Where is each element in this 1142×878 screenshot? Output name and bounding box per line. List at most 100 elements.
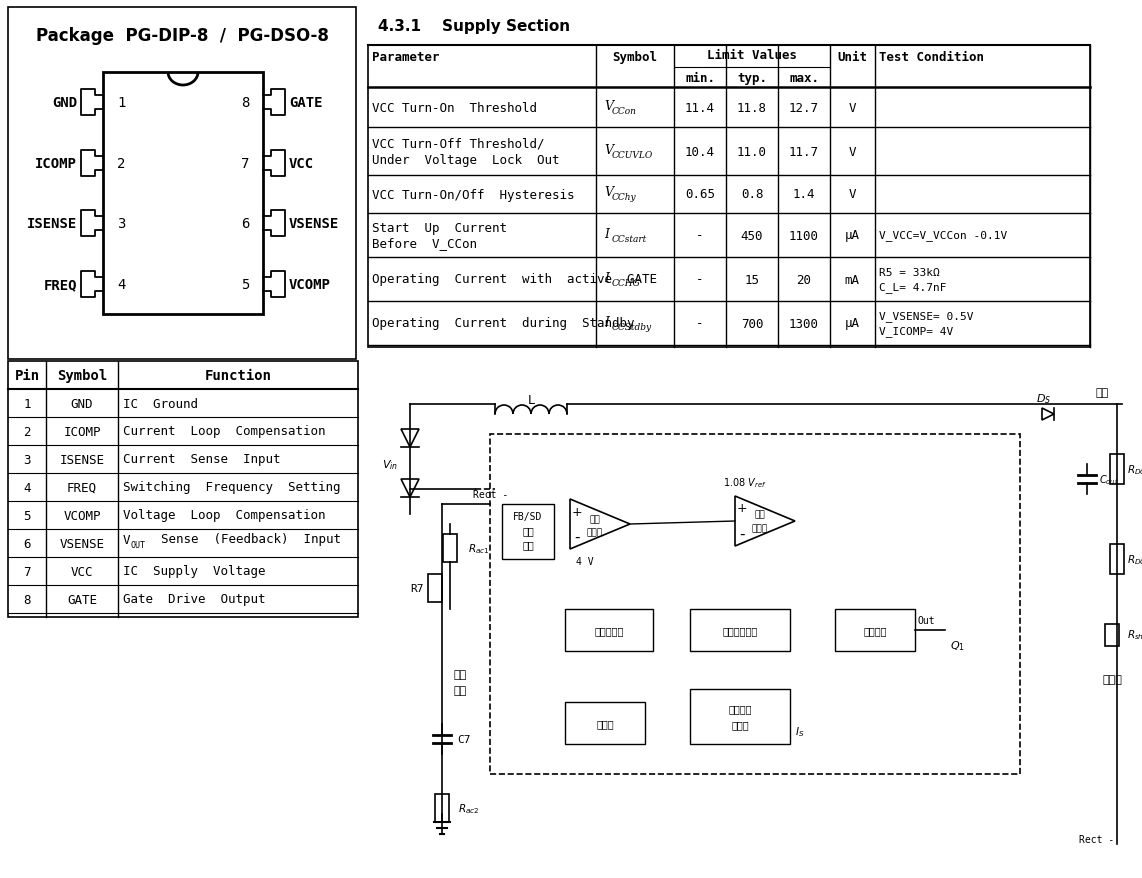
Text: -: - — [697, 317, 703, 330]
Text: $R_{DC1}$: $R_{DC1}$ — [1127, 463, 1142, 477]
Text: VSENSE: VSENSE — [289, 217, 339, 231]
Text: 1300: 1300 — [789, 317, 819, 330]
Bar — [1110, 544, 1124, 574]
Text: R7: R7 — [410, 583, 424, 594]
Bar — [502, 505, 554, 559]
Text: FREQ: FREQ — [43, 277, 77, 291]
Text: Current  Loop  Compensation: Current Loop Compensation — [123, 425, 325, 438]
Text: Parameter: Parameter — [372, 50, 440, 63]
Text: 11.7: 11.7 — [789, 146, 819, 158]
Text: VCC Turn-Off Threshold/: VCC Turn-Off Threshold/ — [372, 137, 545, 150]
Text: 环路: 环路 — [522, 525, 533, 536]
Bar — [690, 689, 790, 745]
Text: 11.0: 11.0 — [737, 146, 767, 158]
Text: VSENSE: VSENSE — [59, 536, 105, 550]
Text: VCC: VCC — [71, 565, 94, 578]
Text: Symbol: Symbol — [57, 369, 107, 383]
Text: GND: GND — [51, 96, 77, 110]
Text: V_VSENSE= 0.5V: V_VSENSE= 0.5V — [879, 311, 973, 321]
Text: 1.08 $V_{ref}$: 1.08 $V_{ref}$ — [723, 476, 767, 489]
Text: IC  Supply  Voltage: IC Supply Voltage — [123, 565, 265, 578]
Text: 11.4: 11.4 — [685, 101, 715, 114]
Text: GATE: GATE — [289, 96, 322, 110]
Text: 交流: 交流 — [453, 669, 467, 680]
Text: Test Condition: Test Condition — [879, 50, 984, 63]
Text: 20: 20 — [796, 273, 812, 286]
Text: $R_{ac2}$: $R_{ac2}$ — [458, 802, 480, 815]
Text: V_ICOMP= 4V: V_ICOMP= 4V — [879, 326, 954, 336]
Text: 放大器: 放大器 — [731, 719, 749, 729]
Text: 0.8: 0.8 — [741, 188, 763, 201]
Text: GND: GND — [71, 397, 94, 410]
Text: Operating  Current  with  active  GATE: Operating Current with active GATE — [372, 273, 657, 286]
Text: L: L — [528, 393, 534, 407]
Text: Switching  Frequency  Setting: Switching Frequency Setting — [123, 481, 340, 494]
Text: -: - — [574, 529, 580, 543]
Text: IC  Ground: IC Ground — [123, 397, 198, 410]
Text: CCStdby: CCStdby — [612, 322, 652, 331]
Text: 3: 3 — [116, 217, 126, 231]
Bar — [835, 609, 915, 651]
Text: 6: 6 — [23, 536, 31, 550]
Text: ISENSE: ISENSE — [26, 217, 77, 231]
Text: VCC Turn-On  Threshold: VCC Turn-On Threshold — [372, 101, 537, 114]
Text: 振荡器: 振荡器 — [596, 718, 613, 728]
Text: VCC Turn-On/Off  Hysteresis: VCC Turn-On/Off Hysteresis — [372, 188, 574, 201]
Text: 4: 4 — [116, 277, 126, 291]
Bar — [8, 362, 357, 617]
Text: 误差: 误差 — [589, 515, 601, 524]
Text: I: I — [604, 227, 609, 241]
Text: 8: 8 — [23, 593, 31, 606]
Text: C_L= 4.7nF: C_L= 4.7nF — [879, 282, 947, 292]
Text: C7: C7 — [457, 734, 471, 745]
Text: V: V — [604, 143, 613, 156]
Text: 1: 1 — [23, 397, 31, 410]
Text: 6: 6 — [241, 217, 249, 231]
Text: 1100: 1100 — [789, 229, 819, 242]
Text: 电流整形网络: 电流整形网络 — [723, 625, 757, 636]
Text: 控制逻辑: 控制逻辑 — [863, 625, 886, 636]
Text: 450: 450 — [741, 229, 763, 242]
Text: Start  Up  Current: Start Up Current — [372, 222, 507, 234]
Text: Voltage  Loop  Compensation: Voltage Loop Compensation — [123, 509, 325, 522]
Text: 8: 8 — [241, 96, 249, 110]
Text: ICOMP: ICOMP — [35, 156, 77, 170]
Text: GATE: GATE — [67, 593, 97, 606]
Text: mA: mA — [844, 273, 860, 286]
Text: Out: Out — [917, 615, 934, 625]
Text: 参考乘法器: 参考乘法器 — [594, 625, 624, 636]
Text: Pin: Pin — [15, 369, 40, 383]
Text: 7: 7 — [241, 156, 249, 170]
Text: 2: 2 — [23, 425, 31, 438]
Text: CCon: CCon — [612, 106, 637, 115]
Text: Package  PG-DIP-8  /  PG-DSO-8: Package PG-DIP-8 / PG-DSO-8 — [35, 27, 329, 45]
Text: 3: 3 — [23, 453, 31, 466]
Text: 比较器: 比较器 — [751, 524, 769, 533]
Text: Gate  Drive  Output: Gate Drive Output — [123, 593, 265, 606]
Text: Symbol: Symbol — [612, 50, 658, 63]
Bar — [8, 8, 356, 360]
Text: μA: μA — [844, 229, 860, 242]
Text: V: V — [849, 146, 855, 158]
Text: CCstart: CCstart — [612, 234, 648, 243]
Text: $R_{DC2}$: $R_{DC2}$ — [1127, 552, 1142, 566]
Text: VCOMP: VCOMP — [289, 277, 331, 291]
Text: 0.65: 0.65 — [685, 188, 715, 201]
Text: V: V — [849, 188, 855, 201]
Text: 放大器: 放大器 — [587, 528, 603, 536]
Bar — [565, 609, 653, 651]
Text: 4 V: 4 V — [577, 557, 594, 566]
Text: V: V — [123, 533, 130, 546]
Text: V: V — [849, 101, 855, 114]
Text: 输出地: 输出地 — [1102, 674, 1121, 684]
Text: CCUVLO: CCUVLO — [612, 150, 653, 159]
Text: 7: 7 — [23, 565, 31, 578]
Text: Operating  Current  during  Standby: Operating Current during Standby — [372, 317, 635, 330]
Text: $R_{short}$: $R_{short}$ — [1127, 628, 1142, 641]
Text: μA: μA — [844, 317, 860, 330]
Text: $V_{in}$: $V_{in}$ — [383, 457, 399, 471]
Text: -: - — [697, 273, 703, 286]
Text: 输出: 输出 — [1095, 387, 1109, 398]
Text: $R_{ac1}$: $R_{ac1}$ — [468, 542, 490, 555]
Text: VCC: VCC — [289, 156, 314, 170]
